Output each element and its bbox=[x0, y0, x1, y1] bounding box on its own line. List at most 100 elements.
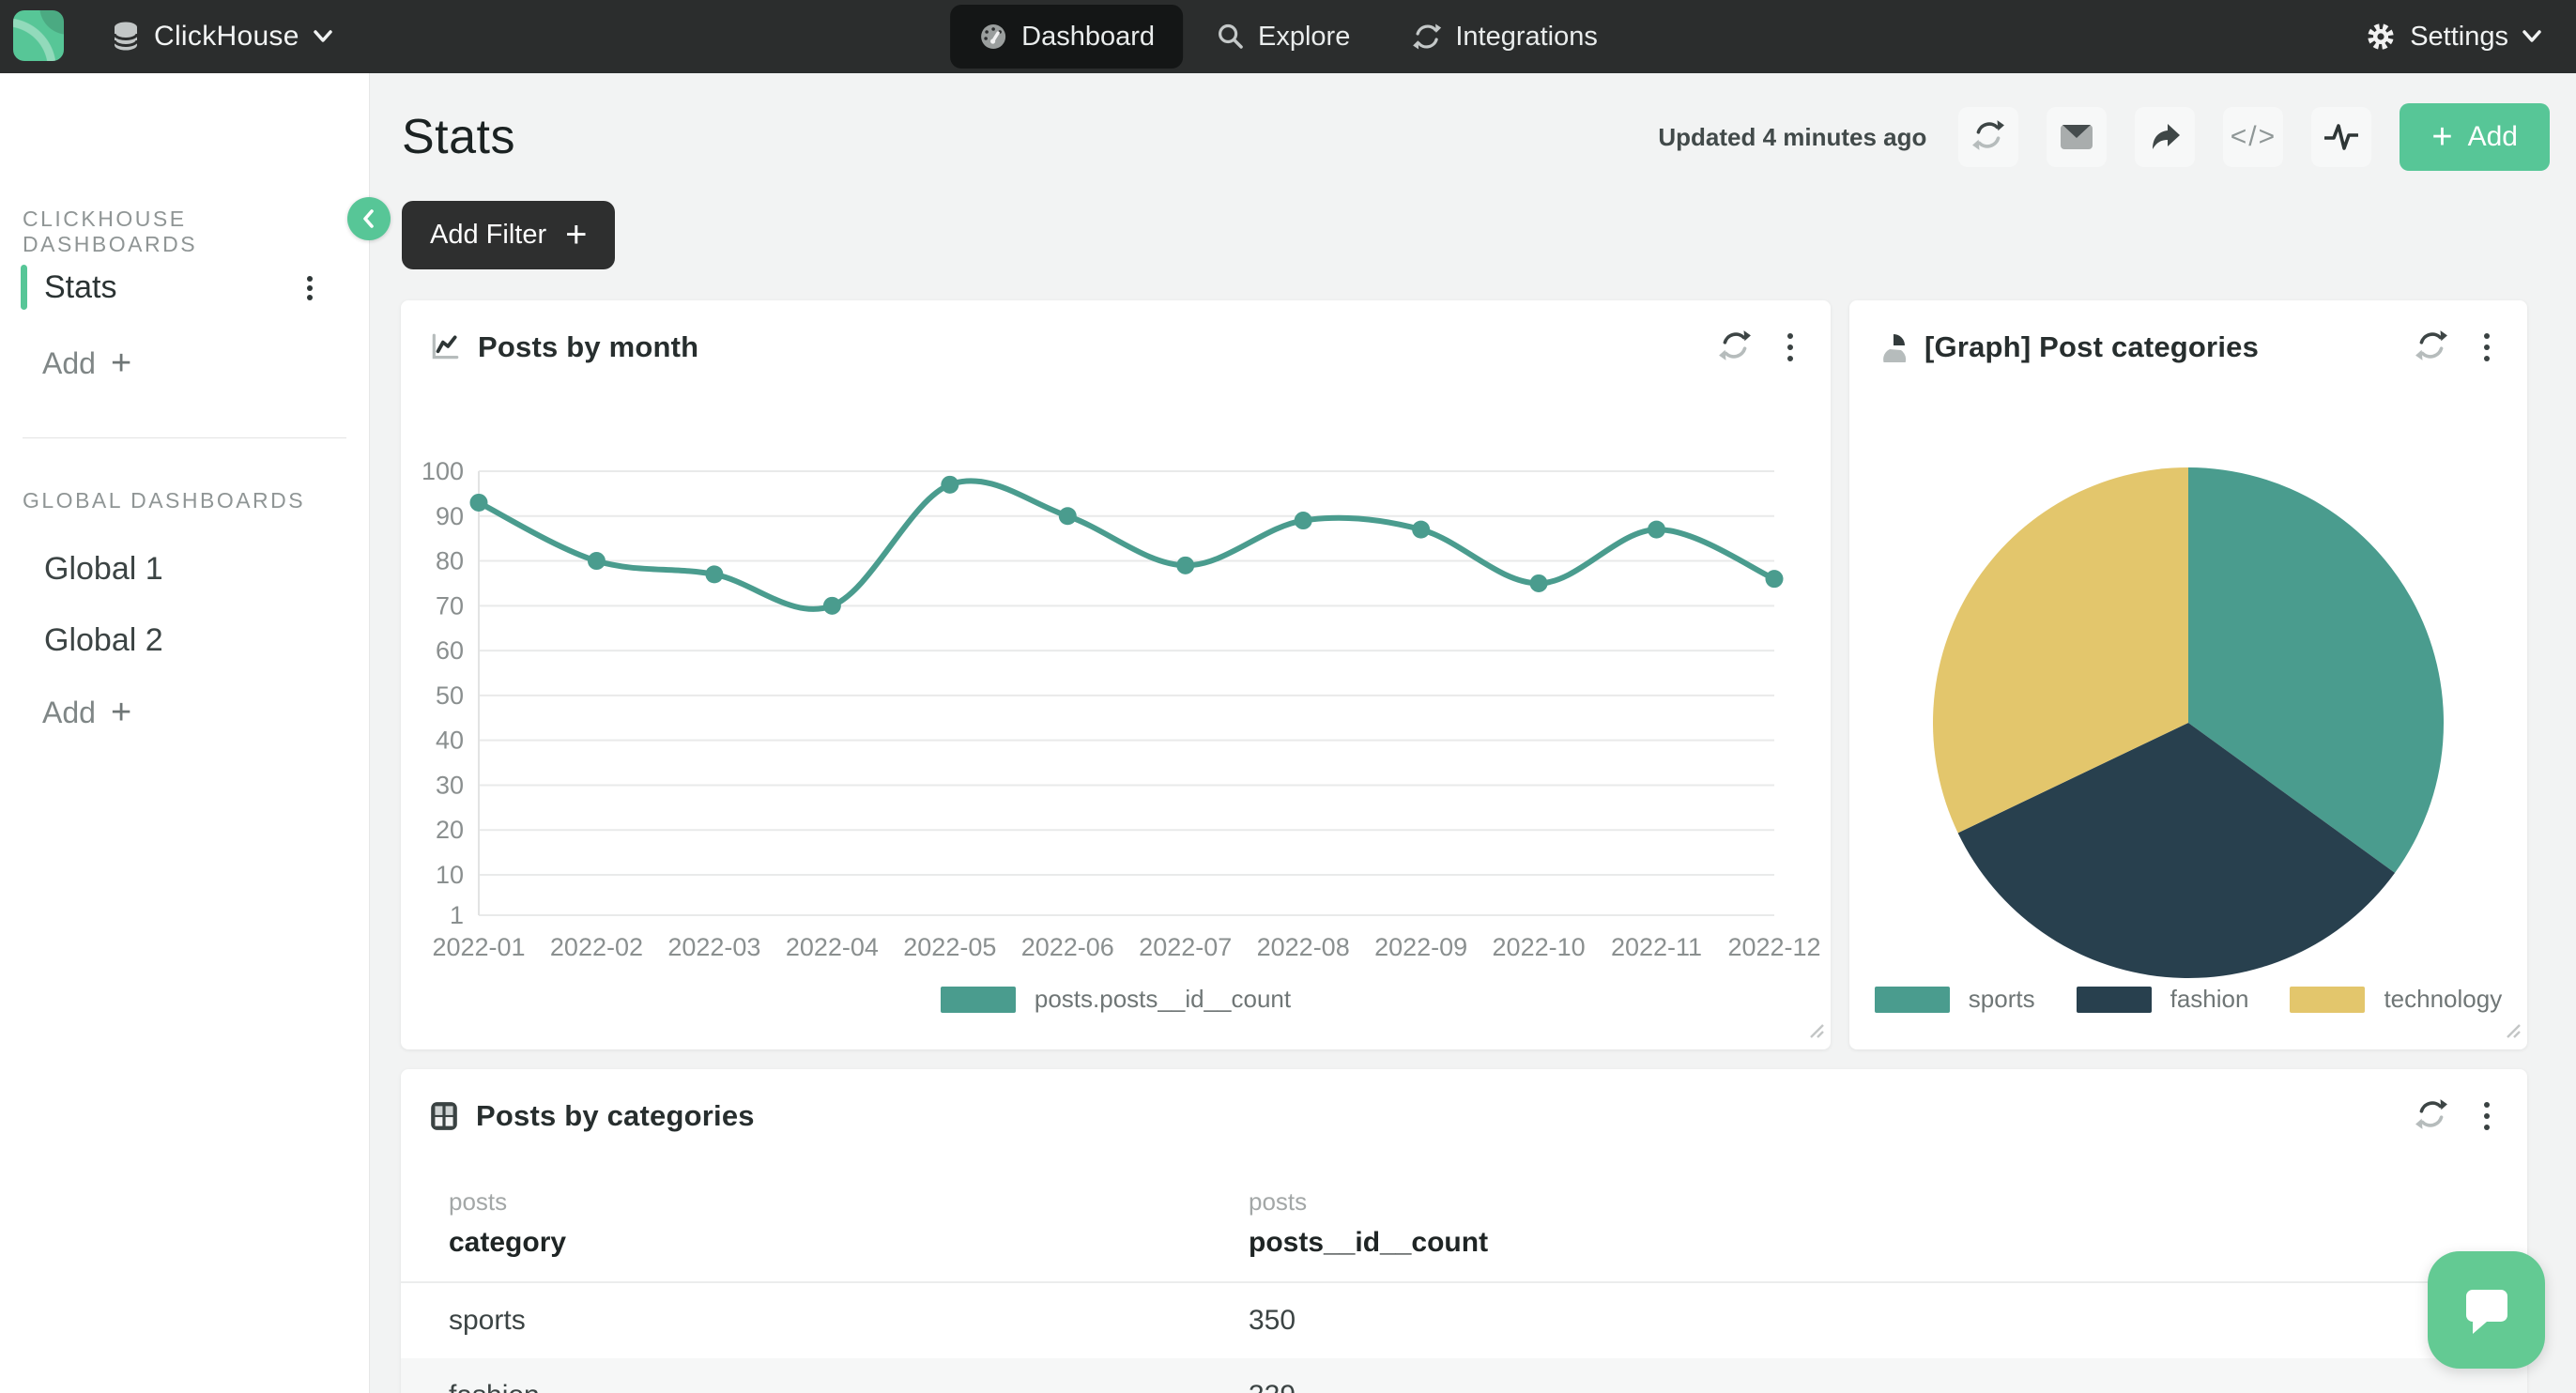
settings-menu[interactable]: Settings bbox=[2365, 21, 2542, 53]
column-header-count[interactable]: posts__id__count bbox=[1249, 1227, 1489, 1258]
legend-label: posts.posts__id__count bbox=[1034, 985, 1292, 1013]
svg-text:2022-12: 2022-12 bbox=[1727, 933, 1820, 961]
refresh-widget-button[interactable] bbox=[2413, 1097, 2450, 1135]
gauge-icon bbox=[981, 24, 1006, 49]
search-icon bbox=[1218, 23, 1243, 49]
svg-text:2022-08: 2022-08 bbox=[1257, 933, 1350, 961]
sidebar-collapse-button[interactable] bbox=[347, 197, 391, 240]
table-row[interactable]: fashion329 bbox=[401, 1358, 2527, 1393]
sidebar-item-global-1[interactable]: Global 1 bbox=[0, 539, 369, 599]
table-icon bbox=[431, 1102, 457, 1130]
dashboard-main: Stats Updated 4 minutes ago </> bbox=[370, 73, 2576, 1393]
refresh-icon bbox=[1972, 119, 2005, 150]
refresh-widget-button[interactable] bbox=[1716, 329, 1754, 366]
widget-menu-button[interactable] bbox=[2475, 1098, 2499, 1134]
sidebar-item-label: Stats bbox=[44, 268, 117, 305]
plus-icon: + bbox=[110, 693, 132, 732]
svg-text:2022-01: 2022-01 bbox=[432, 933, 525, 961]
sync-icon bbox=[1413, 23, 1442, 50]
svg-text:90: 90 bbox=[436, 502, 464, 530]
chat-bubble-icon bbox=[2465, 1289, 2507, 1334]
post-categories-pie bbox=[1933, 467, 2444, 978]
refresh-dashboard-button[interactable] bbox=[1958, 107, 2019, 167]
svg-text:2022-10: 2022-10 bbox=[1493, 933, 1586, 961]
legend-label: technology bbox=[2384, 985, 2503, 1013]
svg-text:2022-05: 2022-05 bbox=[903, 933, 996, 961]
chevron-left-icon bbox=[363, 209, 374, 228]
main-nav-tabs: Dashboard Explore Integrations bbox=[950, 0, 1626, 73]
tab-label: Explore bbox=[1258, 21, 1351, 52]
posts-by-month-chart: 1 10 20 30 40 50 60 70 80 90 100 2022-01 2022-02 2022… bbox=[422, 457, 1821, 961]
sidebar-item-global-2[interactable]: Global 2 bbox=[0, 610, 369, 670]
svg-text:2022-06: 2022-06 bbox=[1021, 933, 1114, 961]
resize-handle[interactable] bbox=[2503, 1020, 2522, 1044]
legend-label: sports bbox=[1968, 985, 2035, 1013]
table-header-divider bbox=[401, 1281, 2527, 1283]
top-navbar: ClickHouse Dashboard Explore bbox=[0, 0, 2576, 73]
add-dashboard-button[interactable]: Add + bbox=[42, 344, 131, 384]
chat-widget-button[interactable] bbox=[2428, 1251, 2545, 1369]
gear-icon bbox=[2368, 23, 2394, 50]
share-button[interactable] bbox=[2135, 107, 2196, 167]
datasource-name: ClickHouse bbox=[154, 21, 299, 52]
refresh-widget-button[interactable] bbox=[2413, 329, 2450, 366]
svg-text:2022-07: 2022-07 bbox=[1139, 933, 1232, 961]
legend-swatch bbox=[2076, 986, 2152, 1013]
email-icon bbox=[2061, 125, 2093, 149]
share-arrow-icon bbox=[2153, 124, 2181, 149]
table-cell: fashion bbox=[449, 1380, 1249, 1393]
table-cell: sports bbox=[449, 1305, 526, 1336]
legend-swatch bbox=[2290, 986, 2366, 1013]
add-global-dashboard-button[interactable]: Add + bbox=[42, 693, 131, 733]
svg-text:20: 20 bbox=[436, 816, 464, 844]
svg-text:1: 1 bbox=[450, 901, 464, 929]
table-cell: 329 bbox=[1249, 1380, 2527, 1393]
card-posts-by-month: Posts by month 1 10 20 30 40 50 60 70 80 90 100 202… bbox=[401, 300, 1831, 1049]
svg-text:2022-09: 2022-09 bbox=[1374, 933, 1467, 961]
legend-item[interactable]: posts.posts__id__count bbox=[940, 985, 1292, 1014]
card-title: [Graph] Post categories bbox=[1924, 330, 2260, 363]
table-row[interactable]: sports 350 bbox=[401, 1283, 2527, 1358]
table-cell: 350 bbox=[1249, 1305, 1296, 1336]
page-title: Stats bbox=[402, 110, 515, 164]
widget-menu-button[interactable] bbox=[1778, 329, 1802, 365]
tab-dashboard[interactable]: Dashboard bbox=[950, 5, 1183, 69]
widget-menu-button[interactable] bbox=[2475, 329, 2499, 365]
app-logo[interactable] bbox=[13, 10, 64, 61]
pie-chart-legend: sports fashion technology bbox=[1849, 985, 2527, 1014]
refresh-icon bbox=[1719, 329, 1751, 360]
legend-item-technology[interactable]: technology bbox=[2290, 985, 2502, 1014]
refresh-icon bbox=[2415, 1097, 2448, 1136]
sidebar-divider bbox=[23, 437, 346, 438]
tab-explore[interactable]: Explore bbox=[1188, 5, 1378, 69]
tab-integrations[interactable]: Integrations bbox=[1384, 5, 1626, 69]
datasource-selector[interactable]: ClickHouse bbox=[111, 21, 333, 53]
email-report-button[interactable] bbox=[2047, 107, 2108, 167]
card-header: Posts by categories bbox=[401, 1069, 2527, 1163]
dashboards-sidebar: CLICKHOUSE DASHBOARDS Stats Add + GLOBAL… bbox=[0, 73, 391, 1393]
legend-item-fashion[interactable]: fashion bbox=[2076, 985, 2249, 1014]
column-group-label: posts bbox=[1249, 1187, 1308, 1216]
activity-button[interactable] bbox=[2311, 107, 2372, 167]
svg-text:80: 80 bbox=[436, 547, 464, 575]
sidebar-item-label: Global 2 bbox=[44, 621, 163, 658]
add-filter-button[interactable]: Add Filter + bbox=[402, 201, 616, 269]
legend-label: fashion bbox=[2170, 985, 2249, 1013]
svg-text:10: 10 bbox=[436, 861, 464, 889]
kebab-menu-icon[interactable] bbox=[296, 274, 324, 302]
plus-icon: + bbox=[565, 214, 588, 255]
column-header-category[interactable]: category bbox=[449, 1227, 567, 1258]
sidebar-item-stats[interactable]: Stats bbox=[0, 257, 369, 317]
svg-text:2022-11: 2022-11 bbox=[1611, 933, 1702, 961]
code-icon: </> bbox=[2230, 121, 2277, 152]
legend-item-sports[interactable]: sports bbox=[1874, 985, 2035, 1014]
resize-handle[interactable] bbox=[1806, 1020, 1825, 1044]
embed-code-button[interactable]: </> bbox=[2223, 107, 2284, 167]
card-posts-by-categories: Posts by categories posts posts category… bbox=[401, 1069, 2527, 1393]
refresh-icon bbox=[1718, 329, 1752, 367]
add-label: Add bbox=[42, 346, 96, 380]
add-widget-button[interactable]: + Add bbox=[2400, 103, 2550, 171]
pie-chart-icon bbox=[1883, 334, 1907, 362]
line-chart-legend: posts.posts__id__count bbox=[401, 985, 1831, 1014]
card-post-categories: [Graph] Post categories sports fashion bbox=[1849, 300, 2527, 1049]
